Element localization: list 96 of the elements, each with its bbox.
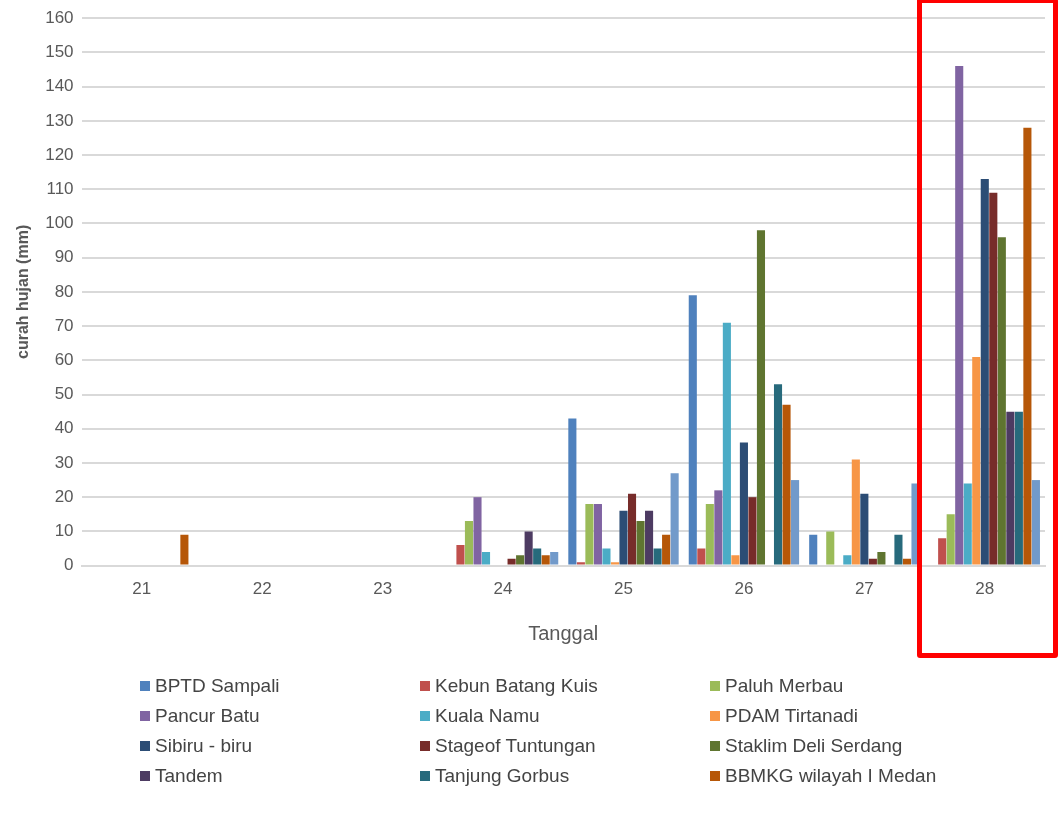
x-tick-label: 24 [493, 579, 513, 599]
bar [1014, 411, 1023, 565]
bar [1031, 480, 1040, 565]
x-tick-label: 22 [252, 579, 272, 599]
y-tick-label: 40 [54, 418, 74, 438]
y-tick-label: 0 [64, 555, 74, 575]
bar [688, 295, 697, 565]
y-tick-label: 60 [54, 350, 74, 370]
bar [524, 531, 533, 565]
bar [748, 497, 757, 565]
bar [972, 356, 981, 565]
bar [826, 531, 835, 565]
bar [843, 555, 852, 565]
legend-label: BBMKG wilayah I Medan [725, 765, 937, 787]
bar [989, 192, 998, 565]
bar [541, 555, 550, 565]
bar [782, 404, 791, 565]
legend-label: Paluh Merbau [725, 675, 844, 697]
bar [645, 510, 654, 565]
bar [610, 562, 620, 565]
bar [877, 551, 886, 565]
y-tick-label: 110 [46, 178, 74, 198]
bar [980, 179, 989, 565]
bar [593, 504, 602, 565]
y-tick-label: 140 [45, 76, 74, 96]
legend-label: Tandem [155, 765, 223, 787]
bar [997, 237, 1006, 565]
bar [473, 497, 482, 565]
bar [507, 558, 516, 565]
bar [602, 548, 611, 565]
bar [697, 548, 706, 565]
y-tick-label: 90 [54, 247, 74, 267]
y-tick-label: 150 [45, 42, 74, 62]
bar [662, 534, 671, 565]
bar [533, 548, 542, 565]
x-tick-label: 26 [734, 579, 754, 599]
x-tick-label: 27 [854, 579, 874, 599]
bar [576, 562, 585, 565]
legend-label: Pancur Batu [155, 705, 260, 727]
bar [868, 558, 877, 565]
x-tick-label: 25 [614, 579, 633, 599]
bar [963, 483, 972, 565]
bar [955, 66, 964, 565]
y-tick-label: 120 [45, 144, 74, 164]
bar [722, 322, 731, 565]
bar [1006, 411, 1015, 565]
x-tick-label: 21 [132, 579, 152, 599]
legend-label: Staklim Deli Serdang [725, 735, 903, 757]
legend-label: Kuala Namu [435, 705, 540, 727]
bar [180, 534, 189, 565]
y-tick-label: 100 [45, 213, 74, 233]
y-tick-label: 30 [54, 452, 74, 472]
bar [902, 558, 912, 565]
bar [481, 551, 491, 565]
y-tick-label: 70 [54, 315, 74, 335]
y-tick-label: 10 [54, 521, 74, 541]
y-tick-label: 160 [45, 7, 74, 27]
x-tick-label: 23 [373, 579, 393, 599]
bar [851, 459, 860, 565]
legend-label: Stageof Tuntungan [435, 735, 596, 757]
legend-label: Sibiru - biru [155, 735, 253, 757]
bar [809, 534, 818, 565]
bar [550, 551, 559, 565]
bar [791, 480, 800, 565]
bar [773, 384, 783, 565]
bar [619, 510, 628, 565]
x-axis-title: Tanggal [528, 621, 599, 644]
y-tick-label: 50 [54, 384, 74, 404]
bar [894, 534, 903, 565]
bar [938, 538, 947, 565]
bar [714, 490, 723, 565]
bar [585, 504, 594, 565]
bar [670, 473, 679, 565]
bar [456, 545, 465, 565]
bar [731, 555, 740, 565]
bar [568, 418, 577, 565]
legend-label: PDAM Tirtanadi [725, 705, 859, 727]
bar [705, 504, 714, 565]
legend-label: BPTD Sampali [155, 675, 280, 697]
bar [946, 514, 955, 565]
bar [627, 493, 637, 565]
bar [1023, 127, 1032, 565]
y-tick-label: 80 [54, 281, 74, 301]
y-axis-title: curah hujan (mm) [14, 224, 32, 360]
bar [756, 230, 766, 565]
bar [860, 493, 869, 565]
x-tick-label: 28 [975, 579, 995, 599]
legend-label: Kebun Batang Kuis [435, 675, 598, 697]
bar [516, 555, 525, 565]
y-tick-label: 130 [45, 110, 74, 130]
legend-label: Tanjung Gorbus [435, 765, 570, 787]
bar [636, 521, 645, 565]
y-tick-label: 20 [54, 486, 74, 506]
bar [464, 521, 474, 565]
bar [739, 442, 748, 565]
bar [653, 548, 662, 565]
